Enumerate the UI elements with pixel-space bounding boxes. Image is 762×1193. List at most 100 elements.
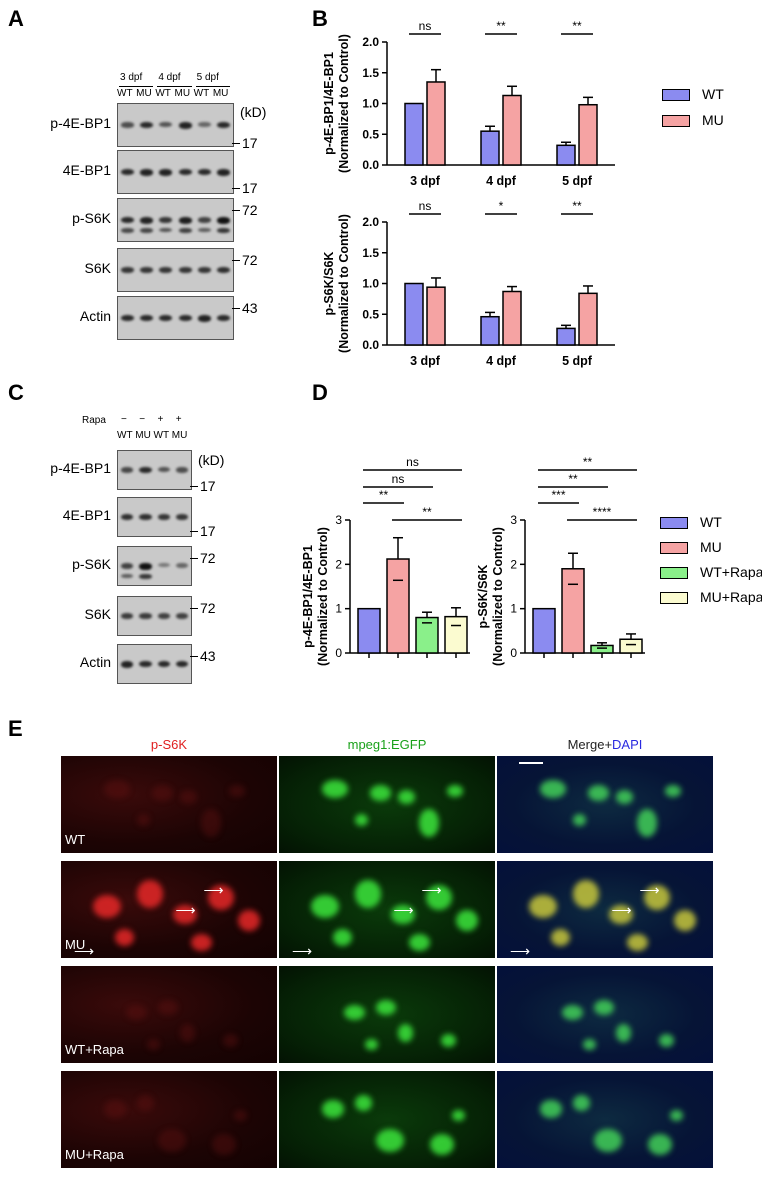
bar: [480, 130, 500, 166]
micrograph-panel: [279, 966, 495, 1063]
cell-blob: [333, 928, 353, 947]
y-axis-label: p-S6K/S6K(Normalized to Control): [476, 527, 505, 666]
cell-blob: [223, 1033, 239, 1048]
bar: [480, 315, 500, 346]
blot-strip: [117, 150, 234, 194]
blot-band: [175, 467, 188, 473]
blot-strip: [117, 497, 192, 537]
rapa-sign: +: [175, 414, 182, 425]
rapa-sign: −: [121, 414, 127, 425]
cell-blob: [136, 880, 163, 908]
bar: [426, 286, 446, 346]
blot-band: [178, 315, 192, 322]
mw-tick: [232, 188, 240, 189]
blot-strip: [117, 296, 234, 340]
lane-group-label: WT: [155, 88, 171, 99]
cell-blob: [572, 1095, 590, 1111]
cell-blob: [238, 909, 260, 931]
micrograph-panel: ⟶ ⟶ ⟶: [279, 861, 495, 958]
cell-blob: [229, 785, 245, 797]
cell-blob: [391, 904, 416, 925]
blot-band: [175, 661, 188, 668]
legend-label: WT+Rapa: [700, 564, 762, 580]
blot-band: [175, 514, 188, 521]
blot-strip: [117, 450, 192, 490]
cell-blob: [587, 785, 610, 801]
legend-swatch: [660, 542, 688, 554]
mw-label: 17: [242, 180, 258, 196]
micrograph-panel: WT+Rapa: [61, 966, 277, 1063]
cell-blob: [551, 928, 571, 947]
panel-label-e: E: [8, 716, 23, 741]
cell-blob: [408, 933, 431, 952]
panel-label-c: C: [8, 380, 24, 405]
rapa-sign: −: [139, 414, 146, 425]
blot-band: [216, 122, 230, 129]
blot-band-lower: [159, 228, 173, 233]
blot-band: [121, 514, 134, 521]
blot-row-label: Actin: [79, 654, 111, 670]
blot-band: [216, 217, 230, 224]
lane-group-label: MU: [212, 88, 229, 99]
mw-tick: [190, 558, 198, 559]
blot-strip: [117, 644, 192, 684]
significance-label: **: [496, 20, 506, 33]
cell-blob: [322, 780, 349, 798]
cell-blob: [609, 904, 634, 925]
y-axis-label: p-4E-BP1/4E-BP1(Normalized to Control): [322, 34, 351, 173]
lane-group-label: WT: [153, 430, 170, 441]
chart-d-left: 0 1 2 3 p-4E-BP1/4E-BP1(Normalized to Contro…: [301, 455, 470, 666]
cell-blob: [583, 1038, 597, 1051]
cell-blob: [343, 1004, 366, 1021]
legend-label: MU: [702, 112, 724, 128]
x-tick-label: 4 dpf: [486, 174, 517, 188]
blot-band: [140, 122, 154, 129]
mw-label: 17: [200, 523, 216, 539]
blot-band-lower: [216, 228, 230, 233]
mw-tick: [190, 656, 198, 657]
cell-blob: [151, 785, 174, 801]
y-axis-label-line: (Normalized to Control): [337, 34, 351, 173]
rapa-label: Rapa: [82, 415, 106, 426]
blot-band: [178, 122, 192, 129]
blot-band: [121, 467, 134, 473]
y-axis-label-line: p-S6K/S6K: [322, 252, 336, 316]
significance-label: **: [572, 20, 582, 33]
lane-day-label: 4 dpf: [158, 72, 181, 83]
bar: [578, 103, 598, 166]
blot-band: [159, 122, 173, 128]
micrograph-panel: [497, 1071, 713, 1168]
blot-band: [175, 563, 188, 568]
blot-row-label: 4E-BP1: [62, 162, 111, 178]
blot-row-label: p-S6K: [72, 556, 111, 572]
blot-row-label: Actin: [79, 308, 111, 324]
y-tick-label: 3: [335, 513, 342, 527]
blot-band: [197, 267, 211, 274]
scale-bar: [519, 762, 543, 764]
cell-blob: [669, 1109, 683, 1122]
cell-blob: [322, 1100, 344, 1118]
blot-band: [121, 217, 135, 224]
blot-band: [140, 267, 154, 274]
blot-row-label: S6K: [84, 606, 111, 622]
cell-blob: [173, 904, 198, 925]
y-tick-label: 0.5: [362, 127, 379, 141]
y-axis-label-line: p-S6K/S6K: [476, 565, 490, 629]
micrograph-panel: [279, 1071, 495, 1168]
y-axis-label-line: p-4E-BP1/4E-BP1: [322, 52, 336, 155]
lane-divider: [119, 86, 154, 87]
y-tick-label: 2: [510, 557, 517, 571]
column-header-part: Merge+: [567, 737, 613, 752]
blot-strip: [117, 248, 234, 292]
blot-band: [216, 169, 230, 176]
lane-group-label: MU: [174, 88, 191, 99]
legend-label: WT: [702, 86, 724, 102]
cell-blob: [648, 1134, 672, 1156]
y-tick-label: 2.0: [362, 215, 379, 229]
cell-blob: [441, 1033, 457, 1048]
cell-blob: [637, 809, 657, 837]
blot-band-lower: [197, 228, 211, 233]
blot-band: [140, 169, 154, 176]
mw-label: 43: [200, 648, 216, 664]
